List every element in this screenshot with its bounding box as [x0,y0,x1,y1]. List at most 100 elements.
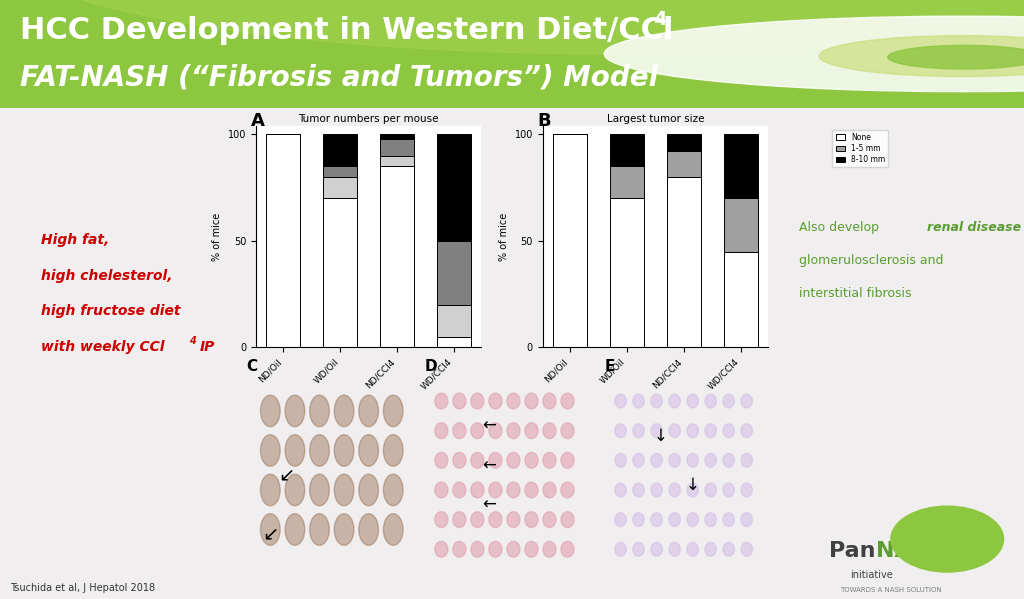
Circle shape [561,423,574,438]
Text: FAT-NASH (“Fibrosis and Tumors”) Model: FAT-NASH (“Fibrosis and Tumors”) Model [20,63,658,92]
Circle shape [488,423,502,438]
Circle shape [453,452,466,468]
Title: Tumor numbers per mouse: Tumor numbers per mouse [298,114,439,123]
Circle shape [604,16,1024,92]
Text: glomerulosclerosis and: glomerulosclerosis and [799,254,943,267]
Ellipse shape [819,35,1024,77]
Circle shape [633,483,644,497]
Circle shape [471,512,484,528]
Circle shape [705,453,717,467]
Ellipse shape [285,395,305,426]
Y-axis label: % of mice: % of mice [212,213,222,261]
Circle shape [543,393,556,409]
Circle shape [614,453,627,467]
Circle shape [633,513,644,527]
Text: ↙: ↙ [279,465,295,484]
Circle shape [525,541,538,557]
Circle shape [669,394,680,408]
Circle shape [561,482,574,498]
Circle shape [543,423,556,438]
Circle shape [687,423,698,438]
Legend: None, < 5, 6 to 10, > 10: None, < 5, 6 to 10, > 10 [553,129,601,179]
Ellipse shape [383,474,403,506]
Circle shape [651,513,663,527]
Circle shape [614,483,627,497]
Circle shape [723,513,734,527]
Circle shape [669,483,680,497]
Legend: None, 1-5 mm, 8-10 mm: None, 1-5 mm, 8-10 mm [833,129,888,167]
Circle shape [633,394,644,408]
Circle shape [471,423,484,438]
Ellipse shape [334,514,354,545]
Circle shape [561,393,574,409]
Bar [437,134,471,241]
Bar [667,177,700,347]
Bar [437,337,471,347]
Circle shape [633,423,644,438]
Text: :: : [998,221,1002,234]
Ellipse shape [285,514,305,545]
Text: interstitial fibrosis: interstitial fibrosis [799,287,911,300]
Circle shape [525,482,538,498]
Circle shape [507,541,520,557]
Circle shape [453,423,466,438]
Circle shape [614,394,627,408]
Circle shape [525,393,538,409]
Ellipse shape [260,514,281,545]
Circle shape [723,423,734,438]
Circle shape [741,483,753,497]
Circle shape [435,512,447,528]
Text: with weekly CCl: with weekly CCl [41,340,165,355]
Text: D: D [425,359,437,374]
Ellipse shape [383,395,403,426]
Circle shape [435,393,447,409]
Circle shape [453,393,466,409]
Circle shape [453,541,466,557]
Text: ↙: ↙ [262,524,279,543]
Ellipse shape [260,435,281,466]
Text: ←: ← [482,417,497,435]
Text: B: B [538,112,551,130]
Ellipse shape [260,395,281,426]
Circle shape [471,482,484,498]
Bar [380,156,414,167]
Bar [380,134,414,138]
Bar [724,252,758,347]
Bar [380,138,414,156]
Circle shape [705,423,717,438]
Text: Also develop: Also develop [799,221,883,234]
Circle shape [453,512,466,528]
Circle shape [741,394,753,408]
Text: HCC Development in Western Diet/CCl: HCC Development in Western Diet/CCl [20,16,674,45]
Circle shape [525,512,538,528]
Circle shape [614,542,627,556]
Bar [324,198,357,347]
Bar [610,167,644,198]
Text: C: C [246,359,257,374]
Circle shape [525,452,538,468]
Bar [324,177,357,198]
Circle shape [687,394,698,408]
Ellipse shape [888,46,1024,69]
Ellipse shape [260,474,281,506]
Circle shape [723,394,734,408]
Circle shape [543,452,556,468]
Circle shape [741,453,753,467]
Circle shape [741,513,753,527]
Bar [724,198,758,252]
Text: A: A [251,112,265,130]
Circle shape [561,512,574,528]
Text: high fructose diet: high fructose diet [41,304,180,319]
Bar [667,152,700,177]
Circle shape [705,542,717,556]
Bar [380,167,414,347]
Text: high chelesterol,: high chelesterol, [41,268,172,283]
Circle shape [488,452,502,468]
Circle shape [723,483,734,497]
Circle shape [471,452,484,468]
Bar [724,134,758,198]
Text: ↓: ↓ [653,426,668,444]
Title: Largest tumor size: Largest tumor size [606,114,705,123]
Text: TOWARDS A NASH SOLUTION: TOWARDS A NASH SOLUTION [840,587,941,593]
Text: initiative: initiative [850,570,893,580]
